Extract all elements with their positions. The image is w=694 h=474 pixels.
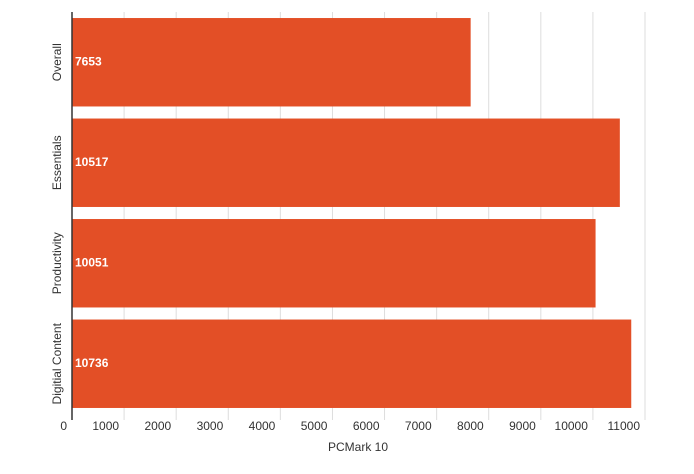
y-tick-label: Digitial Content xyxy=(50,322,64,404)
x-tick-label: 7000 xyxy=(405,419,432,433)
value-label: 7653 xyxy=(75,54,102,68)
x-tick-label: 5000 xyxy=(301,419,328,433)
y-tick-label: Productivity xyxy=(50,232,64,294)
y-tick-label: Essentials xyxy=(50,135,64,190)
bar xyxy=(72,219,596,308)
bar xyxy=(72,319,632,408)
value-label: 10736 xyxy=(75,356,109,370)
value-label: 10051 xyxy=(75,255,109,269)
value-label: 10517 xyxy=(75,155,109,169)
x-tick-label: 11000 xyxy=(608,419,641,433)
x-axis-label: PCMark 10 xyxy=(328,440,388,454)
bar xyxy=(72,18,471,107)
x-tick-label: 6000 xyxy=(353,419,380,433)
x-tick-label: 3000 xyxy=(197,419,224,433)
x-tick-label: 1000 xyxy=(92,419,119,433)
x-tick-label: 4000 xyxy=(249,419,276,433)
x-tick-label: 9000 xyxy=(509,419,536,433)
bar xyxy=(72,118,620,207)
x-tick-label: 8000 xyxy=(457,419,484,433)
x-tick-label: 10000 xyxy=(555,419,589,433)
y-tick-label: Overall xyxy=(50,43,64,81)
x-tick-label: 0 xyxy=(60,419,67,433)
x-tick-label: 2000 xyxy=(144,419,171,433)
